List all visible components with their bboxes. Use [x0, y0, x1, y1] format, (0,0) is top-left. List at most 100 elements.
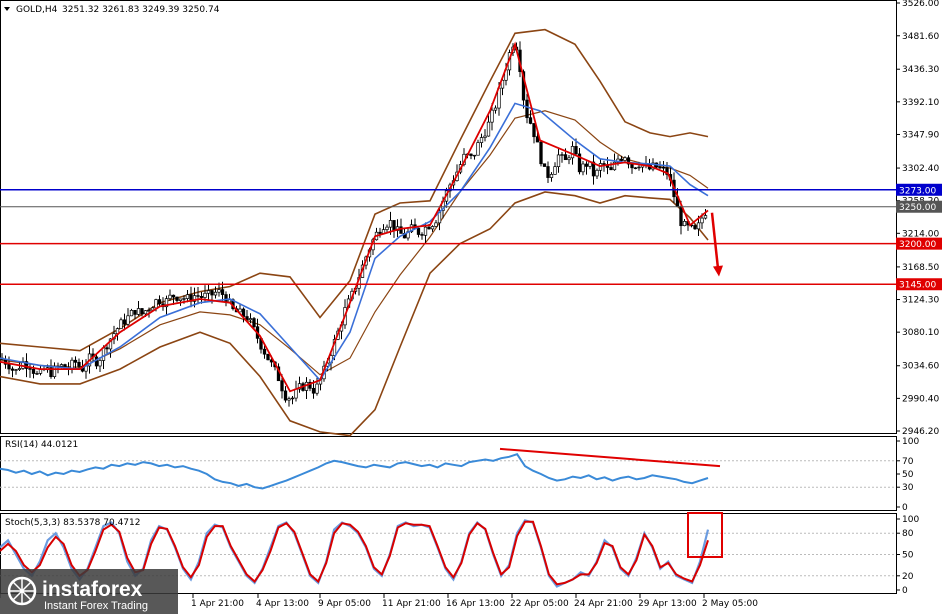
candle [570, 141, 575, 165]
price-ytick-label: 2990.40 [902, 394, 939, 404]
candle [73, 356, 78, 370]
price-ytick-label: 3034.60 [902, 362, 939, 372]
candle [266, 353, 270, 361]
xtick-label: 29 Apr 13:00 [638, 599, 697, 609]
rsi-ytick-label: 100 [902, 437, 919, 447]
candle [185, 289, 190, 303]
candle [584, 161, 589, 175]
candle [283, 386, 288, 403]
price-ytick-label: 3392.10 [902, 98, 939, 108]
candlesticks [0, 41, 708, 407]
candle [633, 167, 638, 170]
stoch-ytick-label: 20 [902, 572, 914, 582]
candle [581, 160, 585, 176]
candle [549, 172, 554, 182]
price-ytick-label: 3436.30 [902, 65, 939, 75]
candle [612, 153, 617, 171]
candle [665, 161, 669, 180]
rsi-y-axis: 100 70 50 30 0 [896, 437, 919, 513]
ohlc-label: 3251.32 3261.83 3249.39 3250.74 [62, 5, 220, 15]
candle [420, 232, 424, 240]
candle [287, 396, 291, 407]
candle [238, 304, 242, 313]
candle [539, 140, 543, 167]
candle [14, 368, 18, 375]
candle [486, 115, 491, 137]
price-ytick-label: 3302.40 [902, 164, 939, 174]
candle [35, 370, 39, 376]
chart-header: GOLD,H4 3251.32 3261.83 3249.39 3250.74 [4, 5, 220, 15]
candle [105, 344, 109, 355]
logo-brand: instaforex [42, 578, 143, 601]
price-ytick-label: 3526.00 [902, 0, 939, 9]
candle [623, 156, 627, 162]
xtick-label: 24 Apr 21:00 [574, 599, 633, 609]
candle [560, 151, 564, 163]
candle [682, 219, 687, 227]
rsi-divergence-line [499, 447, 721, 468]
candle [609, 162, 613, 171]
rsi-ytick-label: 30 [902, 483, 914, 493]
candle [150, 306, 155, 311]
candle [129, 308, 134, 317]
candle [133, 310, 137, 320]
candle [206, 284, 211, 301]
dropdown-triangle-icon[interactable] [4, 7, 10, 11]
ma-fast-line [0, 41, 709, 393]
price-ytick-label: 2946.20 [902, 427, 939, 437]
stoch-ytick-label: 0 [902, 586, 908, 596]
candle [416, 227, 421, 238]
candle [126, 308, 130, 327]
price-ytick-label: 3347.90 [902, 130, 939, 140]
xtick-label: 16 Apr 13:00 [446, 599, 505, 609]
xtick-label: 4 Apr 13:00 [256, 599, 309, 609]
level-tag [896, 200, 942, 213]
candle [248, 313, 253, 324]
price-y-axis: 3526.00 3481.60 3436.30 3392.10 3347.90 3302.… [896, 0, 939, 437]
stoch-title: Stoch(5,3,3) 83.5378 70.4712 [5, 518, 140, 528]
candle [10, 366, 15, 378]
xtick-label: 9 Apr 05:00 [318, 599, 371, 609]
level-tag-label: 3200.00 [899, 240, 936, 250]
candle [703, 209, 708, 220]
stoch-y-axis: 100 80 50 20 0 [896, 515, 919, 596]
price-ytick-label: 3168.50 [902, 263, 939, 273]
candle [157, 295, 162, 308]
rsi-series [0, 453, 709, 490]
xtick-label: 2 May 05:00 [702, 599, 758, 609]
candle [483, 129, 487, 142]
candle [528, 110, 533, 125]
level-tag-label: 3145.00 [899, 281, 936, 291]
candle [252, 316, 256, 330]
candle [577, 147, 582, 175]
level-tag-label: 3250.00 [899, 203, 936, 213]
symbol-label: GOLD,H4 [16, 5, 58, 15]
level-tag-label: 3273.00 [899, 186, 936, 196]
moving-averages [0, 41, 709, 393]
candle [546, 161, 550, 183]
xtick-label: 1 Apr 21:00 [191, 599, 244, 609]
candle [430, 225, 435, 232]
candle [17, 362, 22, 372]
rsi-ytick-label: 70 [902, 457, 914, 467]
candle [595, 168, 599, 180]
time-axis: 1 Apr 21:00 4 Apr 13:00 9 Apr 05:00 11 Apr … [0, 594, 758, 609]
stoch-ytick-label: 50 [902, 551, 914, 561]
candle [196, 287, 200, 305]
price-levels: 3273.00 3250.00 3200.00 3145.00 [0, 183, 942, 291]
candle [553, 162, 557, 175]
candle [693, 224, 697, 230]
candle [98, 356, 102, 373]
level-tag [896, 237, 942, 250]
price-panel-frame [0, 0, 897, 434]
candle [661, 161, 666, 176]
rsi-line [0, 447, 721, 490]
logo-tagline: Instant Forex Trading [44, 600, 148, 612]
candle [378, 227, 382, 238]
candle [262, 345, 267, 359]
stoch-ytick-label: 80 [902, 529, 914, 539]
price-ytick-label: 3080.10 [902, 328, 939, 338]
candle [119, 317, 123, 329]
stoch-signal-series [0, 520, 709, 586]
